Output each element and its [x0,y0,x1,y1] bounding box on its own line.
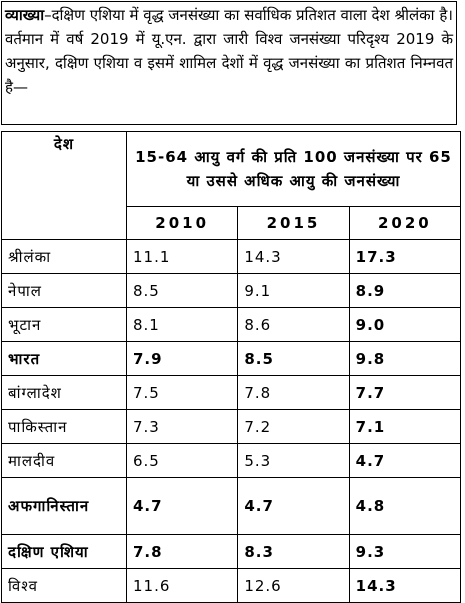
table-row: बांग्लादेश 7.5 7.8 7.7 [1,375,462,410]
value-cell: 4.7 [348,443,462,478]
value-cell: 9.1 [237,273,350,308]
value-cell: 4.7 [237,477,350,535]
value-cell: 9.0 [348,307,462,342]
value-cell: 8.3 [237,534,350,569]
value-cell: 9.8 [348,341,462,376]
country-cell: पाकिस्तान [1,409,127,444]
year-header: 2015 [237,206,350,240]
table-row: श्रीलंका 11.1 14.3 17.3 [1,239,462,274]
table-body: श्रीलंका 11.1 14.3 17.3 नेपाल 8.5 9.1 8.9 भूटान 8… [1,239,462,603]
explanation-label: व्याख्या [5,6,45,24]
value-cell: 7.8 [237,375,350,410]
measure-header: 15-64 आयु वर्ग की प्रति 100 जनसंख्या पर … [126,131,461,207]
year-row: 2010 2015 2020 [2,206,462,240]
explanation-box: व्याख्या–दक्षिण एशिया में वृद्ध जनसंख्या… [1,1,457,125]
value-cell: 7.9 [125,341,239,376]
value-cell: 17.3 [348,239,462,274]
explanation-text: –दक्षिण एशिया में वृद्ध जनसंख्या का सर्व… [44,6,453,24]
table-row: पाकिस्तान 7.3 7.2 7.1 [1,409,462,444]
table-row: दक्षिण एशिया 7.8 8.3 9.3 [1,534,462,569]
country-cell: मालदीव [1,443,127,478]
value-cell: 8.5 [237,341,350,376]
country-cell: दक्षिण एशिया [1,534,127,569]
value-cell: 11.6 [125,568,239,603]
data-table: देश 15-64 आयु वर्ग की प्रति 100 जनसंख्या… [1,131,462,603]
country-cell: श्रीलंका [1,239,127,274]
year-header: 2010 [125,206,239,240]
value-cell: 7.5 [125,375,239,410]
country-cell: अफगानिस्तान [1,477,127,535]
value-cell: 6.5 [125,443,239,478]
value-cell: 7.2 [237,409,350,444]
table-row: विश्व 11.6 12.6 14.3 [1,568,462,603]
value-cell: 4.7 [125,477,239,535]
country-cell: भूटान [1,307,127,342]
country-cell: भारत [1,341,127,376]
explanation-paragraph: वर्तमान में वर्ष 2019 में यू.एन. द्वारा … [5,30,453,96]
value-cell: 8.5 [125,273,239,308]
value-cell: 14.3 [237,239,350,274]
value-cell: 8.6 [237,307,350,342]
value-cell: 8.9 [348,273,462,308]
year-header: 2020 [348,206,462,240]
value-cell: 7.8 [125,534,239,569]
value-cell: 5.3 [237,443,350,478]
country-header: देश [1,131,127,240]
value-cell: 9.3 [348,534,462,569]
explanation: व्याख्या–दक्षिण एशिया में वृद्ध जनसंख्या… [5,3,453,27]
table-row: मालदीव 6.5 5.3 4.7 [1,443,462,478]
table-row: भूटान 8.1 8.6 9.0 [1,307,462,342]
value-cell: 8.1 [125,307,239,342]
value-cell: 7.3 [125,409,239,444]
value-cell: 7.7 [348,375,462,410]
country-cell: नेपाल [1,273,127,308]
table-row: नेपाल 8.5 9.1 8.9 [1,273,462,308]
country-cell: बांग्लादेश [1,375,127,410]
value-cell: 14.3 [348,568,462,603]
value-cell: 4.8 [348,477,462,535]
value-cell: 7.1 [348,409,462,444]
value-cell: 12.6 [237,568,350,603]
table-row: अफगानिस्तान 4.7 4.7 4.8 [1,477,462,535]
value-cell: 11.1 [125,239,239,274]
table-row: भारत 7.9 8.5 9.8 [1,341,462,376]
country-cell: विश्व [1,568,127,603]
